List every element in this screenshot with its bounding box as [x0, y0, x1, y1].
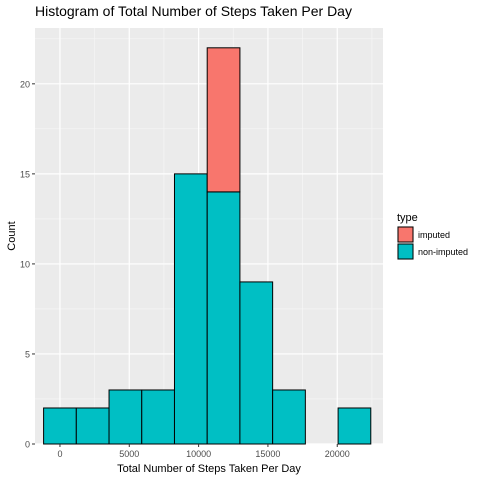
x-axis-label: Total Number of Steps Taken Per Day: [117, 463, 301, 475]
bar-non-imputed: [273, 390, 306, 444]
bar-non-imputed: [142, 390, 175, 444]
legend-label: non-imputed: [418, 247, 468, 257]
bar-imputed: [207, 48, 240, 192]
bar-non-imputed: [174, 174, 207, 444]
x-tick-label: 10000: [186, 449, 211, 459]
bar-non-imputed: [240, 282, 273, 444]
bar-non-imputed: [44, 408, 77, 444]
legend-label: imputed: [418, 230, 450, 240]
bar-non-imputed: [207, 192, 240, 444]
y-axis-label: Count: [6, 221, 18, 250]
y-tick-label: 5: [25, 349, 30, 359]
bar-non-imputed: [109, 390, 142, 444]
bar-non-imputed: [76, 408, 109, 444]
y-tick-label: 20: [20, 79, 30, 89]
legend-title: type: [397, 212, 418, 224]
y-tick-label: 15: [20, 169, 30, 179]
y-tick-label: 0: [25, 440, 30, 450]
bar-non-imputed: [338, 408, 371, 444]
y-tick-label: 10: [20, 259, 30, 269]
legend-key-non-imputed: [398, 244, 413, 259]
x-tick-label: 5000: [119, 449, 139, 459]
x-tick-label: 15000: [255, 449, 280, 459]
x-tick-label: 20000: [325, 449, 350, 459]
legend-key-imputed: [398, 227, 413, 242]
x-tick-label: 0: [57, 449, 62, 459]
